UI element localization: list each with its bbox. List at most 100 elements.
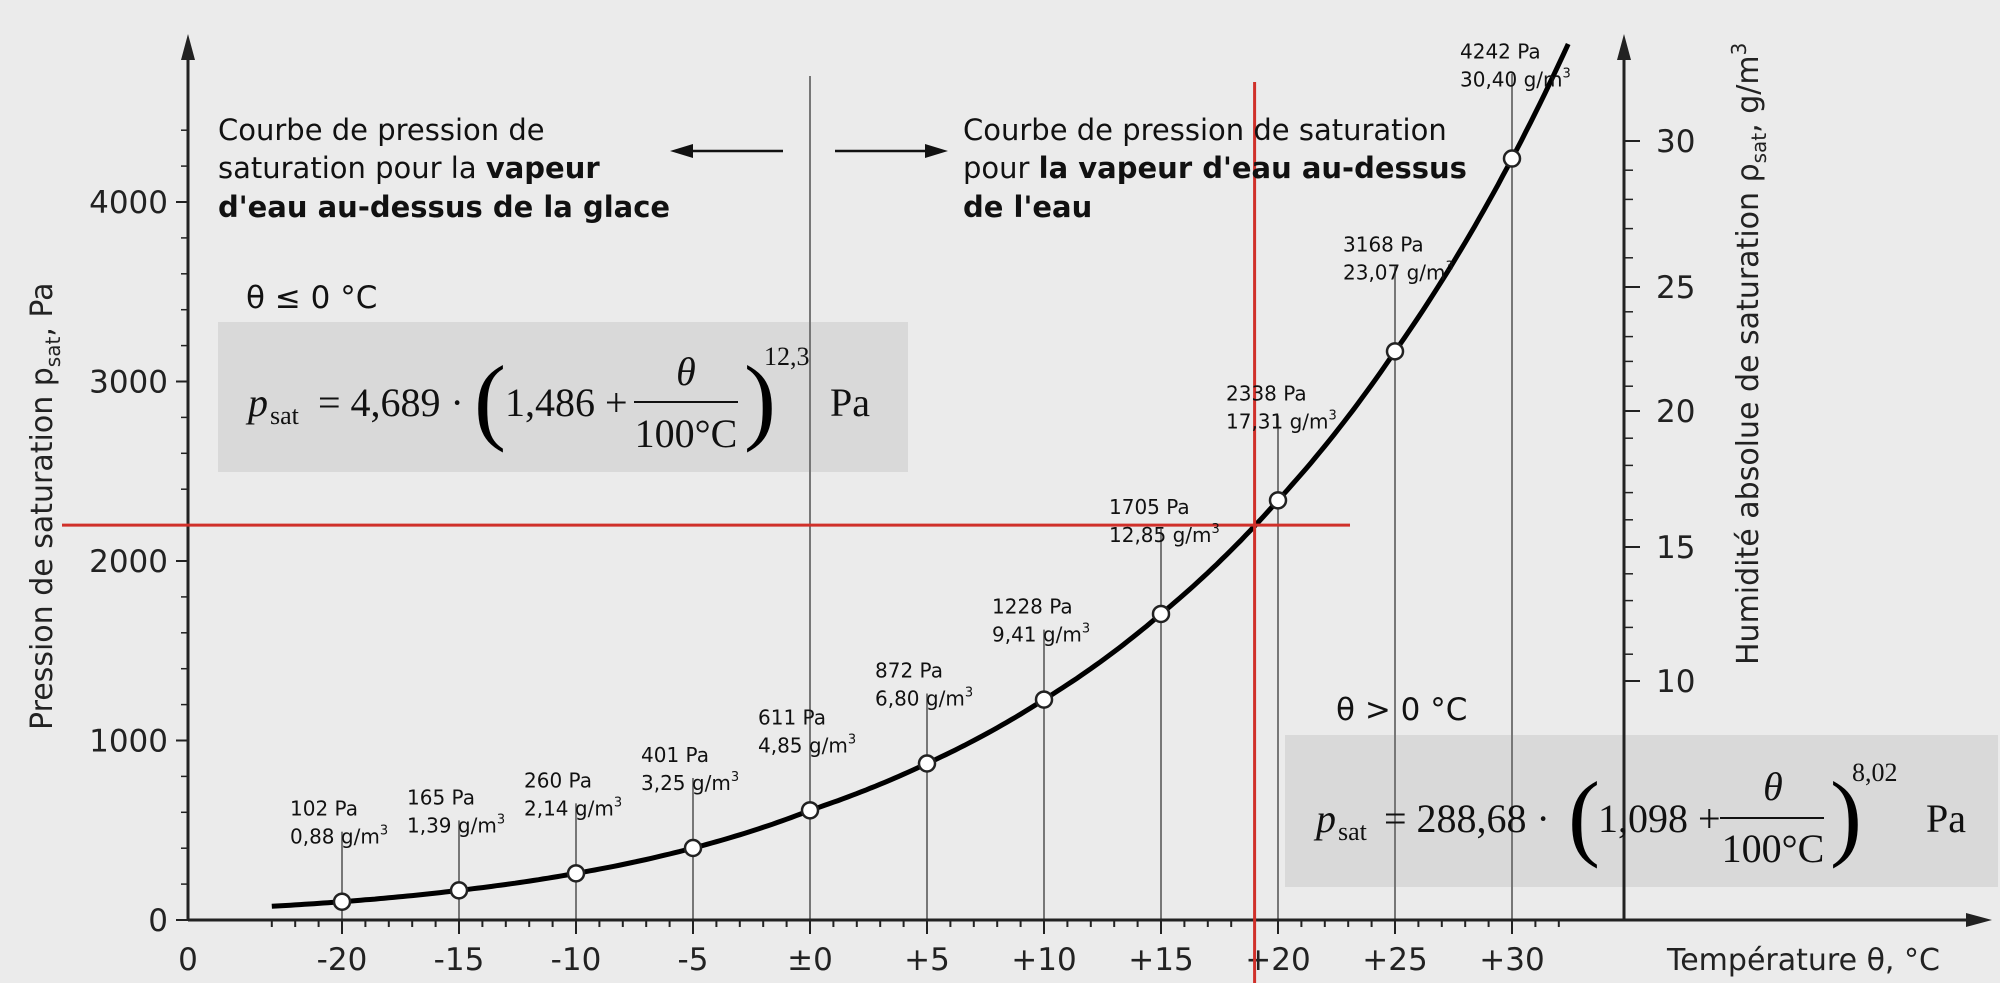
x-tick-label: -20 bbox=[317, 942, 368, 978]
formula-ice-close-paren: ) bbox=[744, 346, 776, 453]
y-axis-left-arrow bbox=[181, 34, 195, 60]
data-point-humidity-unit-sup: 3 bbox=[1563, 67, 1571, 82]
data-point-marker bbox=[1268, 491, 1288, 510]
data-point-pressure-label: 401 Pa bbox=[641, 743, 709, 767]
annotation-water-line2: pour la vapeur d'eau au-dessus bbox=[963, 151, 1467, 185]
data-point-humidity-label: 3,25 g/m3 bbox=[641, 770, 739, 795]
point-drop-lines bbox=[341, 73, 1513, 920]
data-point-humidity-label: 17,31 g/m3 bbox=[1226, 408, 1337, 433]
y2-tick-label: 20 bbox=[1656, 394, 1695, 430]
data-points bbox=[332, 149, 1522, 911]
data-point-humidity-label: 12,85 g/m3 bbox=[1109, 522, 1220, 547]
data-point-marker bbox=[800, 801, 820, 820]
arrow-left-head bbox=[670, 144, 693, 158]
data-point-humidity-value: 3,25 g/m bbox=[641, 771, 731, 795]
data-point-humidity-value: 23,07 g/m bbox=[1343, 260, 1446, 284]
y-axis-left-title: Pression de saturation psat, Pa bbox=[25, 282, 65, 730]
annotation-ice-line3: d'eau au-dessus de la glace bbox=[218, 190, 670, 224]
data-point-humidity-unit-sup: 3 bbox=[1329, 408, 1337, 423]
data-point-humidity-unit-sup: 3 bbox=[848, 732, 856, 747]
data-point-humidity-unit-sup: 3 bbox=[1446, 259, 1454, 274]
highlight-crosshair bbox=[62, 82, 1350, 983]
data-point-pressure-label: 4242 Pa bbox=[1460, 40, 1541, 64]
data-point-marker bbox=[683, 838, 703, 858]
data-point-humidity-label: 0,88 g/m3 bbox=[290, 824, 388, 849]
formula-water-close-paren: ) bbox=[1830, 762, 1862, 869]
data-point-pressure-label: 1705 Pa bbox=[1109, 495, 1190, 519]
formula-water-lhs-sub: sat bbox=[1338, 817, 1368, 846]
data-point-humidity-label: 30,40 g/m3 bbox=[1460, 67, 1571, 92]
data-point-marker bbox=[1502, 149, 1522, 168]
x-axis-ticks: 0 -20 -15 -10 -5 ±0 +5 +10 +15 +20 +25 +30 bbox=[178, 920, 1560, 978]
y-tick-label: 4000 bbox=[89, 185, 168, 221]
formula-water-den: 100°C bbox=[1722, 826, 1825, 871]
x-tick-label: +25 bbox=[1362, 942, 1427, 978]
x-tick-label: ±0 bbox=[787, 942, 833, 978]
data-point-humidity-value: 12,85 g/m bbox=[1109, 523, 1212, 547]
y-axis-right-arrow bbox=[1617, 34, 1631, 60]
data-point-humidity-unit-sup: 3 bbox=[965, 685, 973, 700]
data-point-humidity-label: 1,39 g/m3 bbox=[407, 812, 505, 837]
x-tick-label: -15 bbox=[434, 942, 485, 978]
data-point-humidity-value: 30,40 g/m bbox=[1460, 68, 1563, 92]
formula-ice-condition: θ ≤ 0 °C bbox=[246, 280, 377, 316]
y2-tick-label: 10 bbox=[1656, 664, 1695, 700]
formula-water-num: θ bbox=[1763, 764, 1783, 809]
data-point-marker bbox=[1385, 342, 1405, 361]
data-point-humidity-label: 4,85 g/m3 bbox=[758, 732, 856, 757]
formula-ice: θ ≤ 0 °C p sat = 4,689 · ( 1,486 + θ 100… bbox=[245, 280, 870, 456]
data-point-humidity-value: 4,85 g/m bbox=[758, 733, 848, 757]
data-point-humidity-unit-sup: 3 bbox=[1082, 622, 1090, 637]
x-tick-label: +30 bbox=[1479, 942, 1544, 978]
data-point-marker bbox=[332, 892, 352, 911]
data-point-marker bbox=[917, 754, 937, 773]
formula-water-coef: = 288,68 · bbox=[1384, 796, 1550, 841]
data-point-humidity-value: 9,41 g/m bbox=[992, 623, 1082, 647]
data-point-humidity-value: 2,14 g/m bbox=[524, 796, 614, 820]
x-axis-title: Température θ, °C bbox=[1666, 943, 1940, 978]
formula-ice-lhs: p bbox=[245, 380, 268, 425]
data-point-marker bbox=[449, 881, 469, 900]
formula-water: θ > 0 °C p sat = 288,68 · ( 1,098 + θ 10… bbox=[1313, 692, 1966, 871]
data-point-pressure-label: 260 Pa bbox=[524, 768, 592, 792]
arrow-right-head bbox=[925, 144, 948, 158]
formula-water-open-paren: ( bbox=[1568, 762, 1600, 869]
formula-ice-den: 100°C bbox=[635, 411, 738, 456]
formula-ice-coef: = 4,689 · bbox=[318, 380, 464, 425]
formula-ice-open-paren: ( bbox=[474, 346, 506, 453]
formula-ice-unit: Pa bbox=[830, 380, 870, 425]
y2-tick-label: 30 bbox=[1656, 124, 1695, 160]
data-point-marker bbox=[1151, 604, 1171, 624]
data-point-humidity-value: 6,80 g/m bbox=[875, 686, 965, 710]
x-tick-label: -5 bbox=[678, 942, 709, 978]
y-tick-label: 1000 bbox=[89, 724, 168, 760]
data-point-humidity-value: 0,88 g/m bbox=[290, 825, 380, 849]
y-axis-right-ticks: 10 15 20 25 30 bbox=[1624, 124, 1695, 700]
data-point-pressure-label: 102 Pa bbox=[290, 797, 358, 821]
data-point-marker bbox=[1034, 690, 1054, 709]
formula-water-inner: 1,098 + bbox=[1598, 796, 1721, 841]
x-tick-label: +10 bbox=[1011, 942, 1076, 978]
data-point-humidity-unit-sup: 3 bbox=[380, 824, 388, 839]
x-tick-label: +5 bbox=[904, 942, 950, 978]
data-point-humidity-label: 9,41 g/m3 bbox=[992, 622, 1090, 647]
data-point-pressure-label: 165 Pa bbox=[407, 785, 475, 809]
data-point-humidity-value: 17,31 g/m bbox=[1226, 409, 1329, 433]
y-axis-left-ticks: 0 1000 2000 3000 4000 bbox=[89, 129, 188, 939]
x-tick-label: -10 bbox=[551, 942, 602, 978]
data-point-humidity-label: 23,07 g/m3 bbox=[1343, 259, 1454, 284]
x-tick-label: 0 bbox=[178, 942, 198, 978]
formula-ice-exponent: 12,3 bbox=[764, 342, 810, 371]
data-point-humidity-unit-sup: 3 bbox=[731, 770, 739, 785]
formula-water-condition: θ > 0 °C bbox=[1336, 692, 1467, 728]
formula-box-ice bbox=[218, 322, 908, 472]
data-point-humidity-unit-sup: 3 bbox=[1212, 522, 1220, 537]
data-point-pressure-label: 872 Pa bbox=[875, 658, 943, 682]
y2-tick-label: 25 bbox=[1656, 270, 1695, 306]
annotation-water: Courbe de pression de saturation pour la… bbox=[963, 113, 1467, 224]
formula-water-unit: Pa bbox=[1926, 796, 1966, 841]
formula-water-exponent: 8,02 bbox=[1852, 758, 1898, 787]
annotation-water-line3: de l'eau bbox=[963, 190, 1092, 224]
data-point-humidity-value: 1,39 g/m bbox=[407, 813, 497, 837]
